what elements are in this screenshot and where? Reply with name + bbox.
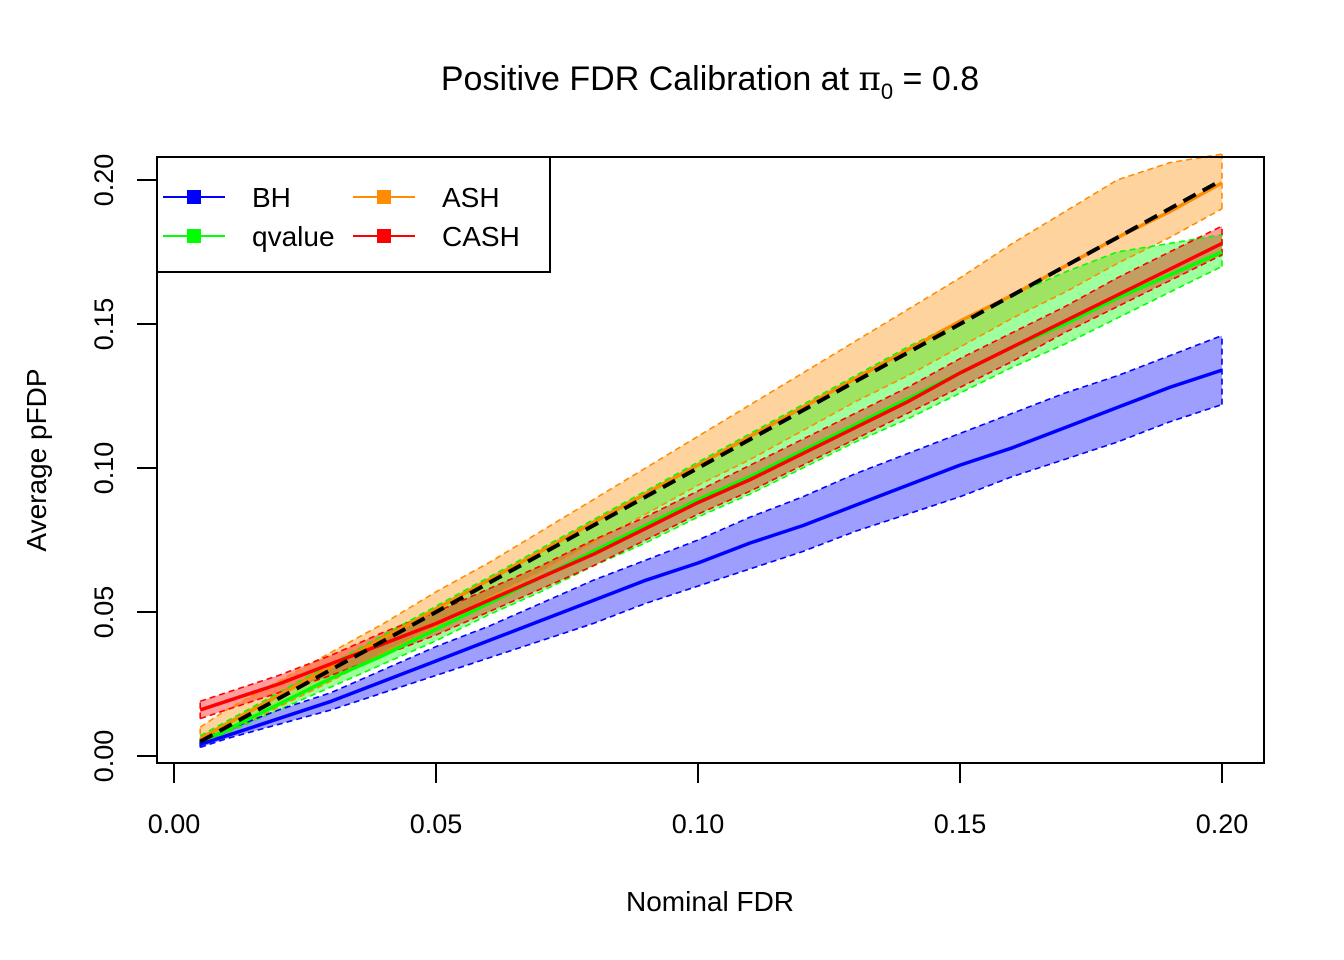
y-tick-label: 0.00 (89, 730, 119, 783)
bh-lower-bound (199, 403, 1223, 749)
legend-marker-cash (377, 229, 391, 243)
x-tick-label: 0.15 (934, 809, 987, 839)
y-tick-label: 0.15 (89, 298, 119, 351)
x-axis-label: Nominal FDR (626, 886, 794, 917)
legend-box (156, 156, 551, 273)
y-axis: 0.00 0.05 0.10 0.15 0.20 (89, 154, 158, 783)
x-axis: 0.00 0.05 0.10 0.15 0.20 (148, 762, 1249, 839)
cash-mean-line (199, 241, 1223, 712)
chart-title: Positive FDR Calibration at π0 = 0.8 (441, 59, 979, 104)
plot-area (199, 153, 1223, 749)
legend-label-ash: ASH (442, 182, 500, 213)
legend-marker-ash (377, 190, 391, 204)
y-axis-label: Average pFDP (21, 368, 52, 551)
y-tick-label: 0.10 (89, 442, 119, 495)
legend: BH qvalue ASH CASH (156, 156, 551, 273)
x-tick-label: 0.10 (672, 809, 725, 839)
legend-label-qvalue: qvalue (252, 221, 335, 252)
legend-marker-bh (187, 190, 201, 204)
bh-upper-bound (199, 334, 1223, 740)
bh-confidence-band (200, 335, 1222, 748)
bh-mean-line (199, 368, 1223, 747)
reference-diagonal-line (199, 178, 1223, 744)
qvalue-lower-bound (199, 265, 1223, 746)
legend-label-cash: CASH (442, 221, 520, 252)
x-tick-label: 0.00 (148, 809, 201, 839)
qvalue-confidence-band (200, 234, 1222, 745)
ash-upper-bound (199, 153, 1223, 728)
cash-confidence-band (200, 226, 1222, 719)
legend-marker-qvalue (187, 229, 201, 243)
cash-upper-bound (199, 225, 1223, 703)
x-tick-label: 0.05 (410, 809, 463, 839)
qvalue-upper-bound (199, 233, 1223, 737)
legend-label-bh: BH (252, 182, 291, 213)
y-tick-label: 0.20 (89, 154, 119, 207)
y-tick-label: 0.05 (89, 586, 119, 639)
x-tick-label: 0.20 (1196, 809, 1249, 839)
